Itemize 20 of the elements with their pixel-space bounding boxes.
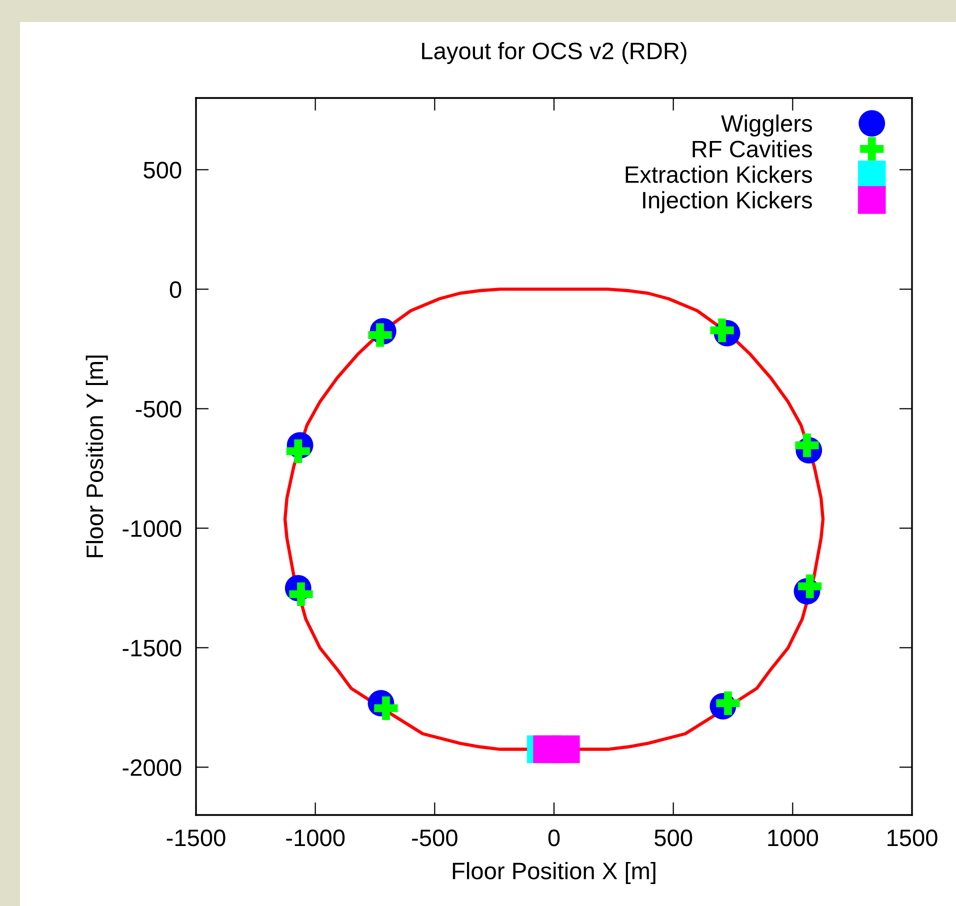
legend-label: Wigglers [721, 114, 812, 137]
x-tick-label: 500 [654, 830, 692, 846]
y-tick-label: 500 [144, 162, 182, 178]
y-tick-label: -2000 [122, 759, 182, 776]
chart-title: Layout for OCS v2 (RDR) [422, 42, 686, 64]
x-tick-label: 1500 [888, 830, 938, 846]
y-tick-label: 0 [170, 281, 182, 298]
x-tick-label: -500 [412, 830, 458, 846]
y-axis-title: Floor Position Y [m] [86, 356, 108, 558]
y-tick-label: -500 [136, 400, 182, 418]
x-tick-label: 1000 [768, 830, 818, 846]
x-tick-label: -1500 [166, 830, 226, 846]
legend-label: Injection Kickers [643, 191, 812, 214]
x-tick-label: 0 [548, 830, 560, 846]
x-axis-title: Floor Position X [m] [452, 862, 656, 884]
x-tick-label: -1000 [286, 830, 345, 846]
legend-label: RF Cavities [692, 140, 812, 158]
y-tick-label: -1000 [122, 520, 182, 537]
y-tick-label: -1500 [122, 640, 182, 656]
legend-label: Extraction Kickers [626, 166, 812, 183]
